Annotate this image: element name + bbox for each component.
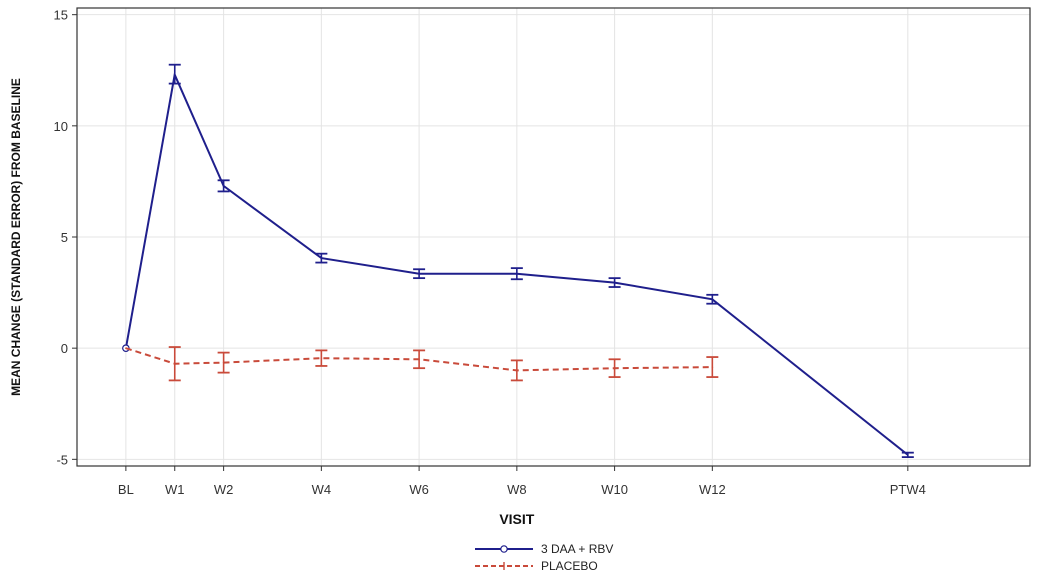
data-point	[711, 366, 714, 368]
legend-item: PLACEBO	[475, 559, 598, 573]
data-point	[173, 362, 176, 365]
data-point	[418, 358, 420, 361]
series-placebo	[125, 346, 719, 382]
data-point	[222, 185, 225, 187]
data-point	[418, 272, 420, 275]
data-point	[516, 272, 518, 275]
data-point	[516, 369, 518, 372]
x-tick-label: W8	[507, 482, 527, 497]
x-tick-label: W4	[312, 482, 332, 497]
x-tick-label: BL	[118, 482, 134, 497]
legend-item: 3 DAA + RBV	[475, 542, 613, 556]
data-point	[907, 454, 909, 456]
data-point	[173, 73, 176, 76]
y-axis-title: MEAN CHANGE (STANDARD ERROR) FROM BASELI…	[9, 78, 23, 396]
legend: 3 DAA + RBV PLACEBO	[475, 542, 613, 573]
y-tick-label: 10	[54, 119, 68, 134]
data-point	[613, 281, 616, 284]
x-tick-label: W10	[601, 482, 628, 497]
data-point	[613, 367, 616, 369]
series-line	[125, 347, 713, 372]
data-point	[125, 347, 127, 349]
grid-lines	[77, 8, 1030, 466]
x-axis-title: VISIT	[499, 511, 534, 527]
x-axis: BL W1 W2 W4 W6 W8 W10 W12 PTW4	[118, 466, 926, 497]
x-tick-label: W6	[409, 482, 429, 497]
data-point	[320, 257, 323, 259]
x-tick-label: PTW4	[890, 482, 926, 497]
series-treatment	[122, 63, 914, 459]
data-point	[711, 298, 714, 301]
data-point	[222, 361, 225, 364]
data-point	[320, 357, 323, 359]
y-tick-label: 5	[61, 230, 68, 245]
y-tick-label: -5	[56, 452, 68, 467]
y-tick-label: 0	[61, 341, 68, 356]
y-tick-label: 15	[54, 8, 68, 23]
x-tick-label: W2	[214, 482, 234, 497]
legend-label: 3 DAA + RBV	[541, 542, 613, 556]
legend-label: PLACEBO	[541, 559, 598, 573]
series-group	[122, 63, 914, 459]
legend-marker	[500, 545, 508, 553]
y-axis: -5 0 5 10 15	[54, 8, 77, 467]
x-tick-label: W12	[699, 482, 726, 497]
x-tick-label: W1	[165, 482, 185, 497]
